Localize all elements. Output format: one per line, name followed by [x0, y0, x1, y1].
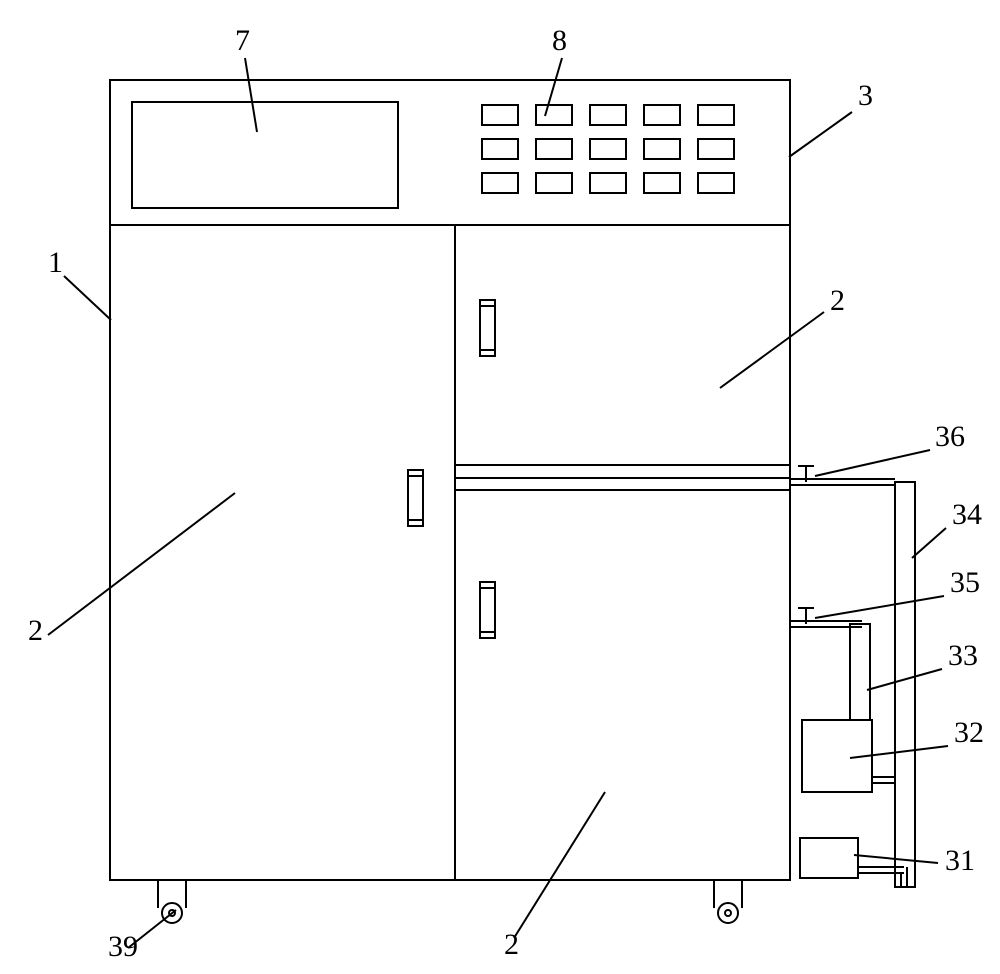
- label-2: 2: [830, 284, 845, 317]
- leader-line: [514, 792, 605, 938]
- label-32: 32: [954, 716, 984, 749]
- outer-tank-34: [895, 482, 915, 887]
- label-3: 3: [858, 79, 873, 112]
- keypad-button: [698, 139, 734, 159]
- right-upper-door: [455, 225, 790, 465]
- keypad-button: [482, 105, 518, 125]
- label-7: 7: [235, 24, 250, 57]
- keypad-button: [590, 105, 626, 125]
- leader-line: [912, 528, 946, 558]
- label-8: 8: [552, 24, 567, 57]
- right-upper-door-handle: [480, 300, 495, 356]
- label-39: 39: [108, 930, 138, 963]
- keypad-button: [536, 139, 572, 159]
- keypad-button: [644, 139, 680, 159]
- keypad-button: [698, 105, 734, 125]
- drain-box-31: [800, 838, 858, 878]
- keypad-button: [644, 173, 680, 193]
- inner-tank-33: [850, 624, 870, 720]
- keypad-button: [590, 139, 626, 159]
- leader-line: [867, 669, 942, 690]
- keypad-button: [698, 173, 734, 193]
- label-36: 36: [935, 420, 965, 453]
- right-lower-door-handle: [480, 582, 495, 638]
- leader-line: [815, 596, 944, 618]
- keypad-button: [482, 139, 518, 159]
- display-screen: [132, 102, 398, 208]
- keypad-button: [482, 173, 518, 193]
- left-door: [110, 225, 455, 880]
- keypad-button: [536, 173, 572, 193]
- leader-line: [850, 746, 948, 758]
- leader-line: [789, 112, 852, 157]
- label-2: 2: [504, 928, 519, 961]
- leader-line: [815, 450, 930, 476]
- label-34: 34: [952, 498, 982, 531]
- keypad-button: [644, 105, 680, 125]
- keypad-button: [536, 105, 572, 125]
- label-33: 33: [948, 639, 978, 672]
- leader-line: [245, 58, 257, 132]
- label-1: 1: [48, 246, 63, 279]
- leader-line: [48, 493, 235, 635]
- leader-line: [64, 276, 111, 320]
- technical-diagram: 783122236343533323139: [0, 0, 1000, 974]
- keypad-button: [590, 173, 626, 193]
- cabinet-body: [110, 80, 790, 880]
- label-2: 2: [28, 614, 43, 647]
- label-31: 31: [945, 844, 975, 877]
- leader-line: [545, 58, 562, 116]
- leader-line: [720, 312, 824, 388]
- left-door-handle: [408, 470, 423, 526]
- right-lower-door: [455, 490, 790, 880]
- label-35: 35: [950, 566, 980, 599]
